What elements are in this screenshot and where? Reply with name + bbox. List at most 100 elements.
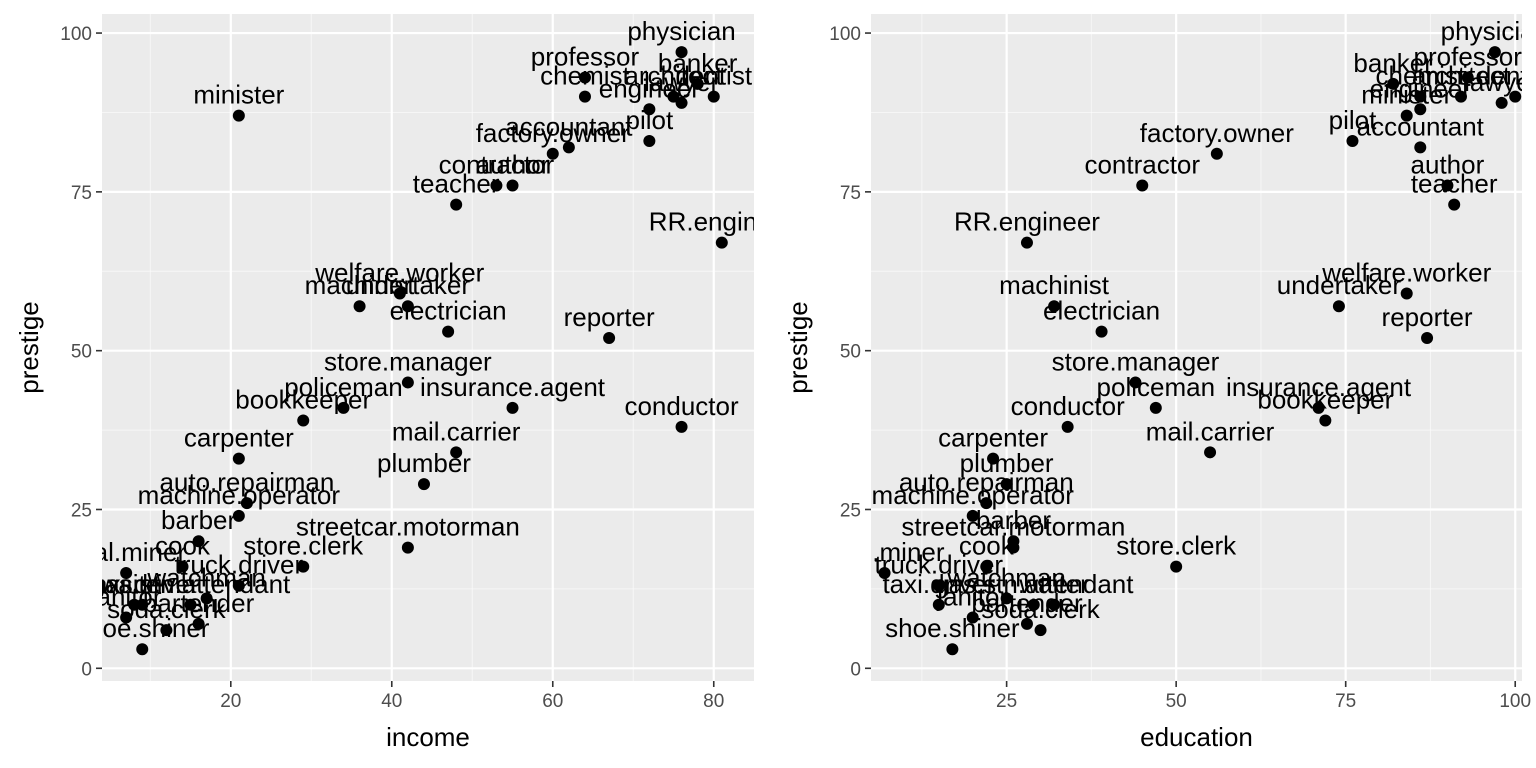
education-prestige-panel: 25 50 75 100 0 25 50 75 100 education prestige acco… bbox=[783, 14, 1536, 752]
point-author bbox=[1441, 179, 1454, 192]
point-engineer bbox=[1414, 103, 1427, 116]
point-label-accountant: accountant bbox=[1357, 111, 1485, 141]
point-label-carpenter: carpenter bbox=[938, 423, 1048, 453]
point-banker bbox=[691, 77, 704, 90]
point-policeman bbox=[337, 401, 350, 414]
point-label-welfare-worker: welfare.worker bbox=[314, 258, 484, 288]
point-conductor bbox=[1061, 420, 1074, 433]
point-physician bbox=[1488, 46, 1501, 59]
point-store-manager bbox=[401, 376, 414, 389]
x-tick-label: 50 bbox=[1166, 691, 1187, 712]
point-label-barber: barber bbox=[161, 505, 236, 535]
point-teacher bbox=[1448, 198, 1461, 211]
point-label-barber: barber bbox=[976, 505, 1051, 535]
point-label-undertaker: undertaker bbox=[346, 270, 471, 300]
point-label-machine-operator: machine.operator bbox=[138, 480, 341, 510]
point-label-professor: professor bbox=[1414, 42, 1523, 72]
point-label-policeman: policeman bbox=[284, 372, 403, 402]
point-watchman bbox=[200, 592, 213, 605]
point-label-author: author bbox=[1411, 150, 1485, 180]
y-tick-label: 25 bbox=[71, 500, 92, 521]
point-reporter bbox=[603, 331, 616, 344]
point-barber bbox=[192, 535, 205, 548]
point-label-architect: architect bbox=[624, 61, 723, 91]
point-label-physician: physician bbox=[1441, 16, 1536, 46]
point-label-machinist: machinist bbox=[305, 270, 416, 300]
point-label-teacher: teacher bbox=[413, 169, 500, 199]
point-waiter bbox=[128, 598, 141, 611]
point-dentist bbox=[707, 90, 720, 103]
point-carpenter bbox=[232, 452, 245, 465]
plot-background bbox=[102, 14, 754, 681]
point-undertaker bbox=[1332, 300, 1345, 313]
x-tick-label: 25 bbox=[996, 691, 1017, 712]
point-label-mail-carrier: mail.carrier bbox=[1146, 416, 1275, 446]
point-label-machinist: machinist bbox=[999, 270, 1110, 300]
point-auto-repairman bbox=[980, 497, 993, 510]
point-label-coal-miner: coal.miner bbox=[825, 537, 945, 567]
point-label-auto-repairman: auto.repairman bbox=[159, 467, 334, 497]
point-label-mail-carrier: mail.carrier bbox=[392, 416, 521, 446]
point-shoe-shiner bbox=[946, 643, 959, 656]
point-label-bartender: bartender bbox=[143, 588, 255, 618]
point-reporter bbox=[1421, 331, 1434, 344]
point-label-dentist: dentist bbox=[1477, 61, 1536, 91]
point-gas-stn-attendant bbox=[184, 598, 197, 611]
point-bookkeeper bbox=[297, 414, 310, 427]
point-label-undertaker: undertaker bbox=[1277, 270, 1402, 300]
point-accountant bbox=[1414, 141, 1427, 154]
point-policeman bbox=[1149, 401, 1162, 414]
point-label-shoe-shiner: shoe.shiner bbox=[75, 613, 210, 643]
plot-background bbox=[871, 14, 1522, 681]
point-pilot bbox=[1346, 135, 1359, 148]
point-mail-carrier bbox=[1204, 446, 1217, 459]
point-janitor bbox=[120, 611, 133, 624]
point-coal-miner bbox=[120, 567, 133, 580]
point-label-lawyer: lawyer bbox=[1464, 67, 1536, 97]
point-accountant bbox=[562, 141, 575, 154]
point-label-pilot: pilot bbox=[1329, 105, 1377, 135]
point-label-waiter: waiter bbox=[99, 569, 170, 599]
point-label-store-clerk: store.clerk bbox=[243, 531, 364, 561]
point-label-architect: architect bbox=[1412, 61, 1511, 91]
point-undertaker bbox=[401, 300, 414, 313]
y-tick-label: 100 bbox=[60, 24, 92, 45]
point-label-watchman: watchman bbox=[146, 562, 266, 592]
point-insurance-agent bbox=[1312, 401, 1325, 414]
point-label-carpenter: carpenter bbox=[184, 423, 294, 453]
y-tick-label: 50 bbox=[71, 342, 92, 363]
y-tick-label: 0 bbox=[850, 659, 861, 680]
point-label-reporter: reporter bbox=[564, 302, 655, 332]
point-contractor bbox=[490, 179, 503, 192]
point-label-truck-driver: truck.driver bbox=[175, 550, 304, 580]
x-axis-title: education bbox=[1140, 722, 1253, 752]
point-label-gas-stn-attendant: gas.stn.attendant bbox=[91, 569, 291, 599]
y-tick-label: 100 bbox=[829, 24, 861, 45]
point-janitor bbox=[966, 611, 979, 624]
point-label-store-manager: store.manager bbox=[1052, 346, 1220, 376]
point-contractor bbox=[1136, 179, 1149, 192]
point-carpenter bbox=[987, 452, 1000, 465]
point-soda-clerk bbox=[160, 624, 173, 637]
point-chemist bbox=[578, 90, 591, 103]
x-tick-label: 100 bbox=[1499, 691, 1531, 712]
point-architect bbox=[667, 90, 680, 103]
x-axis-title: income bbox=[386, 722, 470, 752]
point-professor bbox=[578, 71, 591, 84]
point-label-minister: minister bbox=[1361, 80, 1452, 110]
y-tick-label: 50 bbox=[840, 342, 861, 363]
point-label-banker: banker bbox=[658, 48, 738, 78]
points-layer: accountantpilotarchitectauthorchemistmin… bbox=[75, 16, 754, 656]
point-lawyer bbox=[1495, 96, 1508, 109]
point-insurance-agent bbox=[506, 401, 519, 414]
point-label-cook: cook bbox=[959, 531, 1015, 561]
point-minister bbox=[232, 109, 245, 122]
point-physician bbox=[675, 46, 688, 59]
point-label-dentist: dentist bbox=[675, 61, 752, 91]
point-plumber bbox=[417, 478, 430, 491]
point-label-electrician: electrician bbox=[1043, 296, 1160, 326]
point-factory-owner bbox=[546, 147, 559, 160]
x-tick-label: 80 bbox=[703, 691, 724, 712]
point-conductor bbox=[675, 420, 688, 433]
